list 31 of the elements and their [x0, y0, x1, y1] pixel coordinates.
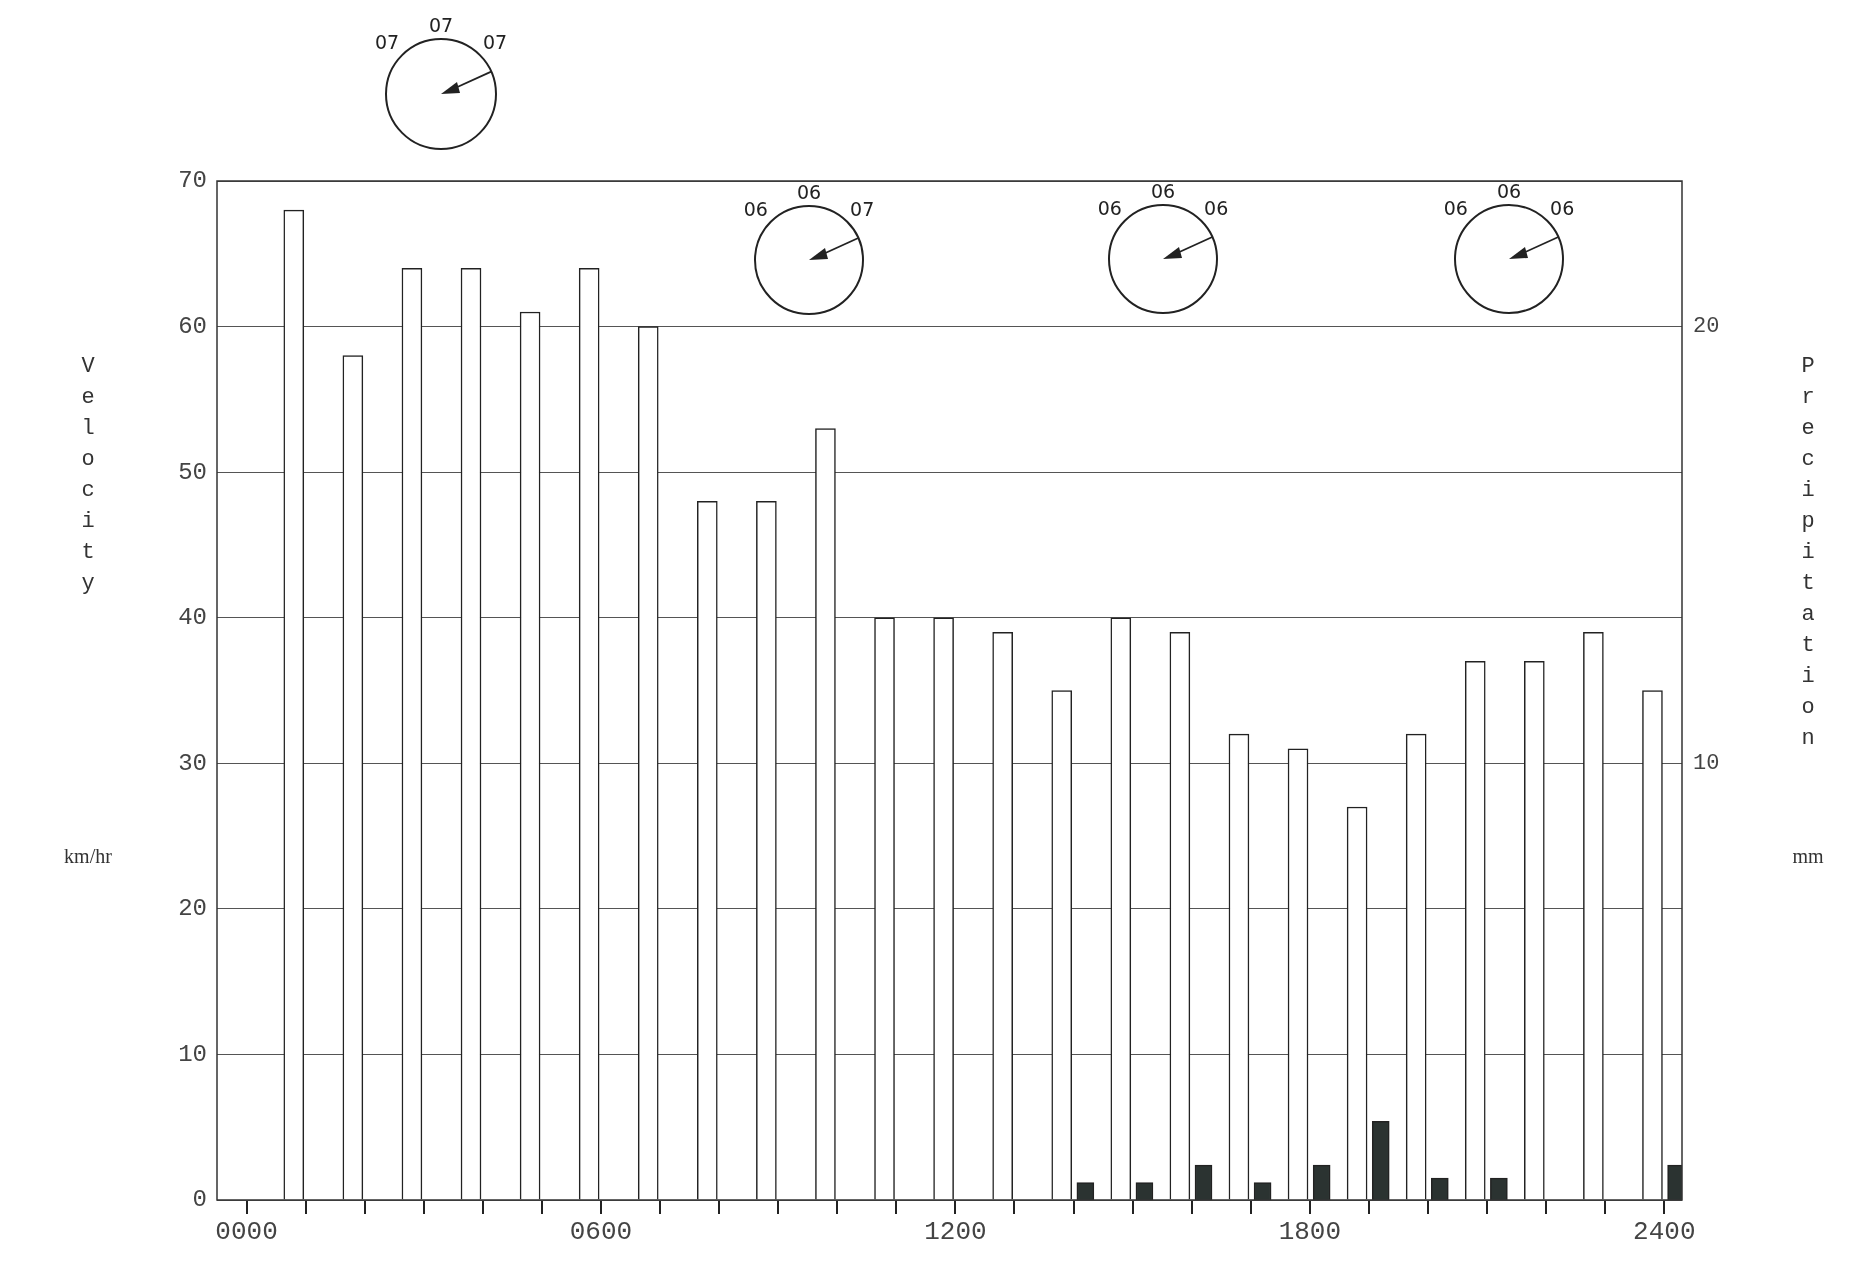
- y-axis-title: Velocity: [81, 353, 96, 596]
- y2-tick-label: 10: [1693, 751, 1720, 777]
- text: 07: [373, 30, 401, 54]
- y-tick-label: 50: [178, 458, 207, 486]
- x-tick-label: 0600: [569, 1217, 633, 1248]
- annotation: 06: [1096, 195, 1123, 220]
- x-tick-label: 0000: [215, 1217, 278, 1248]
- annotation: 06: [1149, 179, 1177, 203]
- annotation: 06: [1549, 195, 1576, 220]
- y-tick-label: 40: [178, 604, 207, 632]
- y-tick-label: 70: [178, 167, 207, 195]
- y-tick-label: 30: [178, 749, 207, 777]
- annotation: 07: [849, 196, 876, 221]
- y-tick-label: 0: [192, 1186, 207, 1214]
- annotation: 06: [1203, 195, 1230, 220]
- y2-tick-label: 20: [1693, 314, 1720, 340]
- y-tick-label: 20: [178, 895, 207, 923]
- text: 07: [481, 30, 509, 54]
- x-tick-label: 1800: [1278, 1217, 1342, 1248]
- annotation: 06: [742, 196, 769, 221]
- x-tick-label: 2400: [1633, 1217, 1696, 1248]
- annotation: 06: [795, 180, 823, 204]
- annotation: 06: [1495, 179, 1523, 203]
- text: Precipitation: [1801, 353, 1815, 751]
- text: 07: [427, 13, 455, 37]
- text: km/hr: [64, 845, 113, 868]
- annotation: 06: [1442, 195, 1469, 220]
- text: mm: [1792, 845, 1824, 868]
- y-tick-label: 60: [178, 312, 207, 340]
- y-tick-label: 10: [178, 1040, 207, 1068]
- x-tick-label: 1200: [924, 1217, 987, 1248]
